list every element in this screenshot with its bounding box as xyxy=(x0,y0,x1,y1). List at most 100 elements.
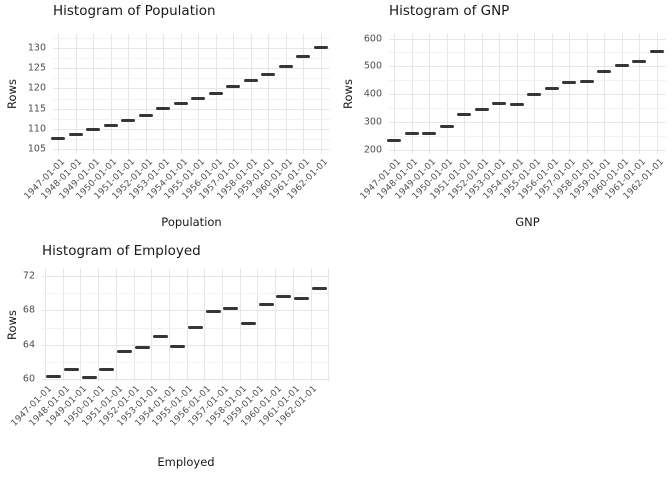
v-gridline xyxy=(250,34,252,154)
data-mark xyxy=(632,59,647,63)
y-axis-title: Rows xyxy=(341,79,355,109)
v-gridline xyxy=(110,34,112,154)
y-tick-label: 68 xyxy=(22,304,35,316)
v-gridline xyxy=(62,269,64,381)
y-tick-label: 60 xyxy=(22,373,35,385)
h-gridline-minor xyxy=(42,327,330,329)
data-mark xyxy=(205,309,221,313)
h-gridline-major xyxy=(53,149,330,150)
v-gridline xyxy=(328,269,330,381)
data-mark xyxy=(241,321,257,325)
data-mark xyxy=(492,102,507,106)
v-gridline xyxy=(481,34,483,154)
h-gridline-major xyxy=(53,108,330,110)
h-gridline-major xyxy=(53,68,330,70)
y-tick-label: 110 xyxy=(27,123,46,135)
data-mark xyxy=(208,92,223,95)
data-mark xyxy=(173,102,188,106)
v-gridline xyxy=(75,34,77,154)
v-gridline xyxy=(151,269,153,381)
h-gridline-minor xyxy=(53,118,330,120)
data-mark xyxy=(404,131,419,135)
chart-population: Histogram of Population Rows Population … xyxy=(0,0,336,240)
h-gridline-minor xyxy=(42,292,330,294)
data-mark xyxy=(170,345,186,349)
data-mark xyxy=(597,69,612,73)
v-gridline xyxy=(586,34,588,154)
h-gridline-major xyxy=(53,128,330,130)
v-gridline xyxy=(292,269,294,381)
data-mark xyxy=(258,303,274,307)
v-gridline xyxy=(204,269,206,381)
data-mark xyxy=(261,73,276,77)
h-gridline-major xyxy=(42,379,330,381)
data-mark xyxy=(527,93,542,97)
v-gridline xyxy=(464,34,466,154)
y-tick-label: 125 xyxy=(27,62,46,74)
data-mark xyxy=(278,65,293,69)
v-gridline xyxy=(411,34,413,154)
h-gridline-major xyxy=(389,122,666,124)
v-gridline xyxy=(275,269,277,381)
data-mark xyxy=(562,80,577,84)
v-gridline xyxy=(320,34,322,154)
v-gridline xyxy=(310,269,312,381)
v-gridline xyxy=(186,269,188,381)
h-gridline-major xyxy=(53,48,330,49)
v-gridline xyxy=(621,34,623,154)
h-gridline-minor xyxy=(53,78,330,80)
data-mark xyxy=(544,87,559,91)
data-mark xyxy=(313,46,328,50)
data-mark xyxy=(121,118,136,122)
plot-panel xyxy=(51,34,330,154)
y-tick-label: 300 xyxy=(363,116,382,128)
data-mark xyxy=(117,349,133,353)
y-tick-label: 600 xyxy=(363,33,382,44)
data-mark xyxy=(51,136,65,140)
data-mark xyxy=(294,297,310,301)
data-mark xyxy=(439,124,454,128)
y-axis-title: Rows xyxy=(5,310,19,340)
v-gridline xyxy=(639,34,641,154)
h-gridline-major xyxy=(42,275,330,277)
v-gridline xyxy=(98,269,100,381)
v-gridline xyxy=(198,34,200,154)
plot-panel xyxy=(42,269,330,381)
v-gridline xyxy=(128,34,130,154)
v-gridline xyxy=(394,34,395,154)
data-mark xyxy=(81,376,97,380)
y-axis-title: Rows xyxy=(5,79,19,109)
v-gridline xyxy=(93,34,95,154)
data-mark xyxy=(474,107,489,111)
x-axis-title: Population xyxy=(161,215,222,229)
x-axis-title: Employed xyxy=(157,455,215,469)
v-gridline xyxy=(656,34,658,154)
data-mark xyxy=(311,286,327,290)
v-gridline xyxy=(222,269,223,381)
v-gridline xyxy=(239,269,241,381)
chart-gnp: Histogram of GNP Rows GNP 200 300 400 500 60… xyxy=(336,0,672,240)
v-gridline xyxy=(163,34,165,154)
y-tick-label: 64 xyxy=(22,339,35,351)
data-mark xyxy=(422,132,437,136)
y-tick-label: 120 xyxy=(27,82,46,94)
v-gridline xyxy=(115,269,117,381)
v-gridline xyxy=(516,34,518,154)
h-gridline-minor xyxy=(53,37,330,39)
v-gridline xyxy=(569,34,571,154)
data-mark xyxy=(191,97,206,101)
plot-panel xyxy=(387,34,666,154)
data-mark xyxy=(387,138,401,142)
v-gridline xyxy=(133,269,135,381)
v-gridline xyxy=(233,34,235,154)
y-tick-label: 105 xyxy=(27,143,46,155)
h-gridline-major xyxy=(389,66,666,68)
plot-title: Histogram of Population xyxy=(53,3,216,19)
y-tick-label: 115 xyxy=(27,103,46,115)
plot-title: Histogram of GNP xyxy=(389,3,510,19)
v-gridline xyxy=(499,34,501,154)
v-gridline xyxy=(145,34,147,154)
data-mark xyxy=(134,346,150,350)
data-mark xyxy=(138,114,153,118)
h-gridline-minor xyxy=(389,80,666,82)
